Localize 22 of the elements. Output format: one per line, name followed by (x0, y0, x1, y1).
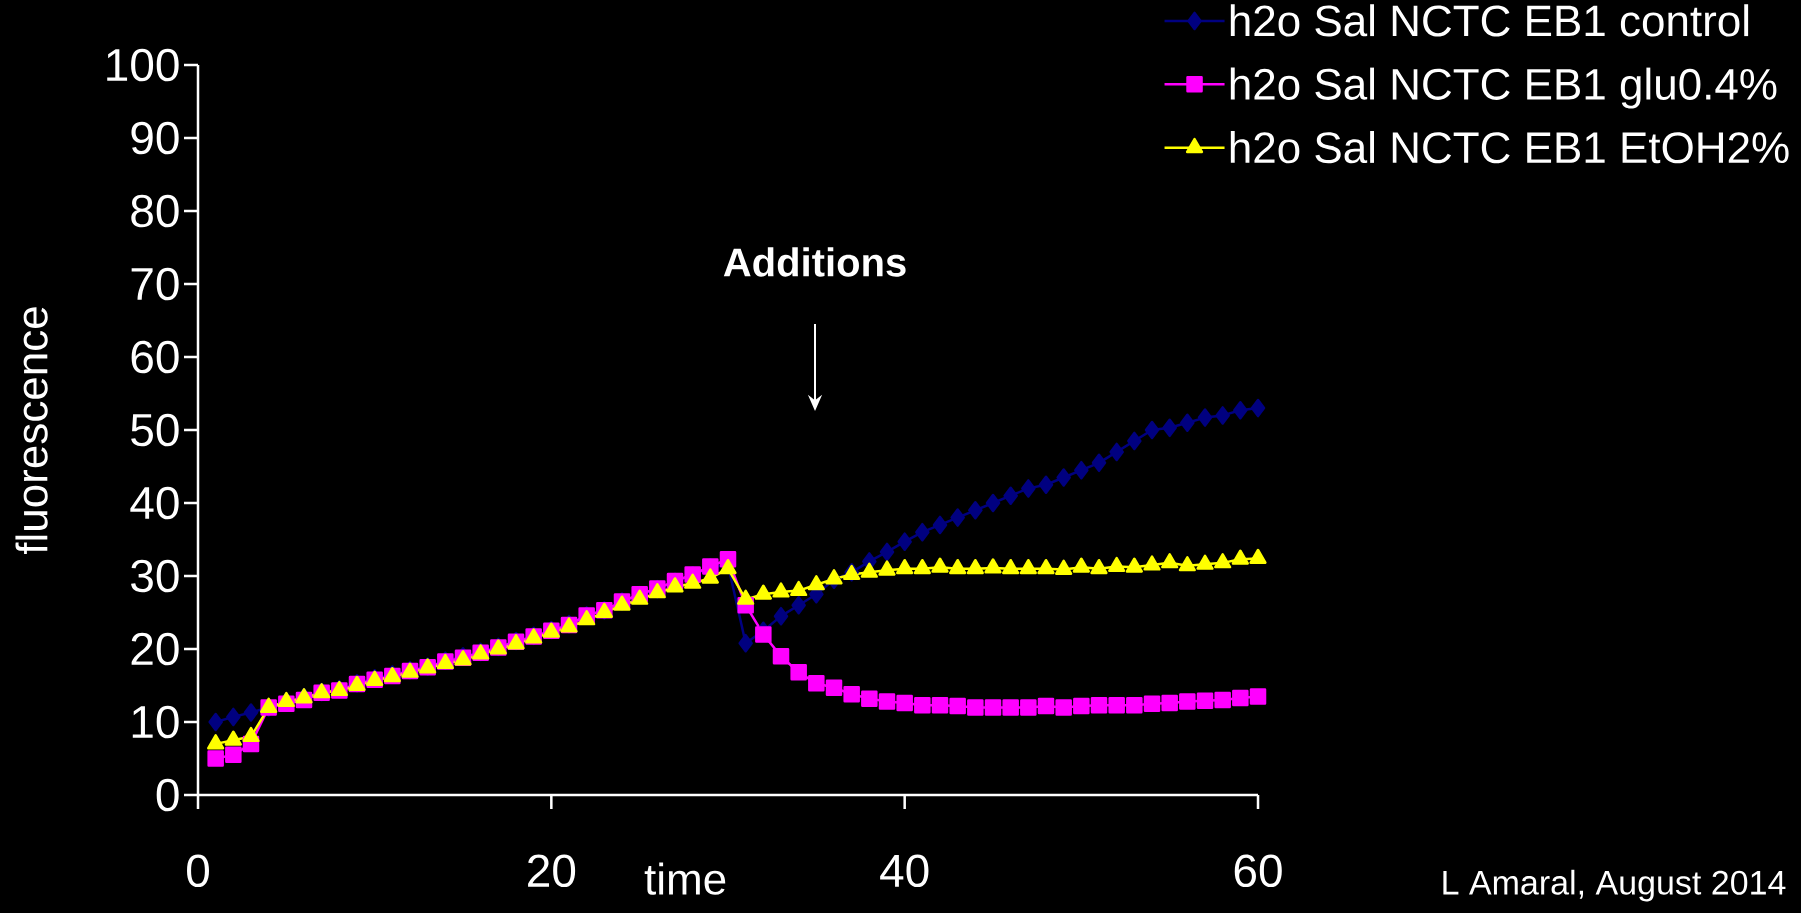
legend-label: h2o Sal NCTC EB1 control (1230, 4, 1749, 37)
x-tick-label: 60 (1234, 854, 1282, 888)
y-axis-title: fluorescence (15, 307, 48, 555)
y-tick-label: 50 (131, 413, 179, 447)
y-tick-label: 60 (131, 340, 179, 374)
y-tick-label: 10 (132, 705, 179, 739)
y-tick-label: 70 (131, 267, 179, 301)
text: L Amaral, August 2014 (1443, 869, 1786, 902)
y-tick-label: 0 (156, 778, 179, 812)
x-tick-label: 0 (187, 854, 209, 888)
legend-label: h2o Sal NCTC EB1 glu0.4% (1230, 67, 1777, 109)
y-tick-label: 90 (131, 121, 179, 155)
y-tick-label: 100 (107, 48, 179, 82)
x-axis-title: time (644, 862, 726, 895)
x-tick-label: 20 (528, 854, 576, 888)
legend-label: h2o Sal NCTC EB1 EtOH2% (1230, 130, 1789, 164)
y-tick-label: 40 (130, 486, 179, 520)
y-tick-label: 80 (131, 194, 179, 228)
y-tick-label: 20 (131, 632, 179, 666)
x-tick-label: 40 (880, 854, 929, 888)
y-tick-label: 30 (131, 559, 179, 593)
annotation: Additions (723, 247, 906, 277)
